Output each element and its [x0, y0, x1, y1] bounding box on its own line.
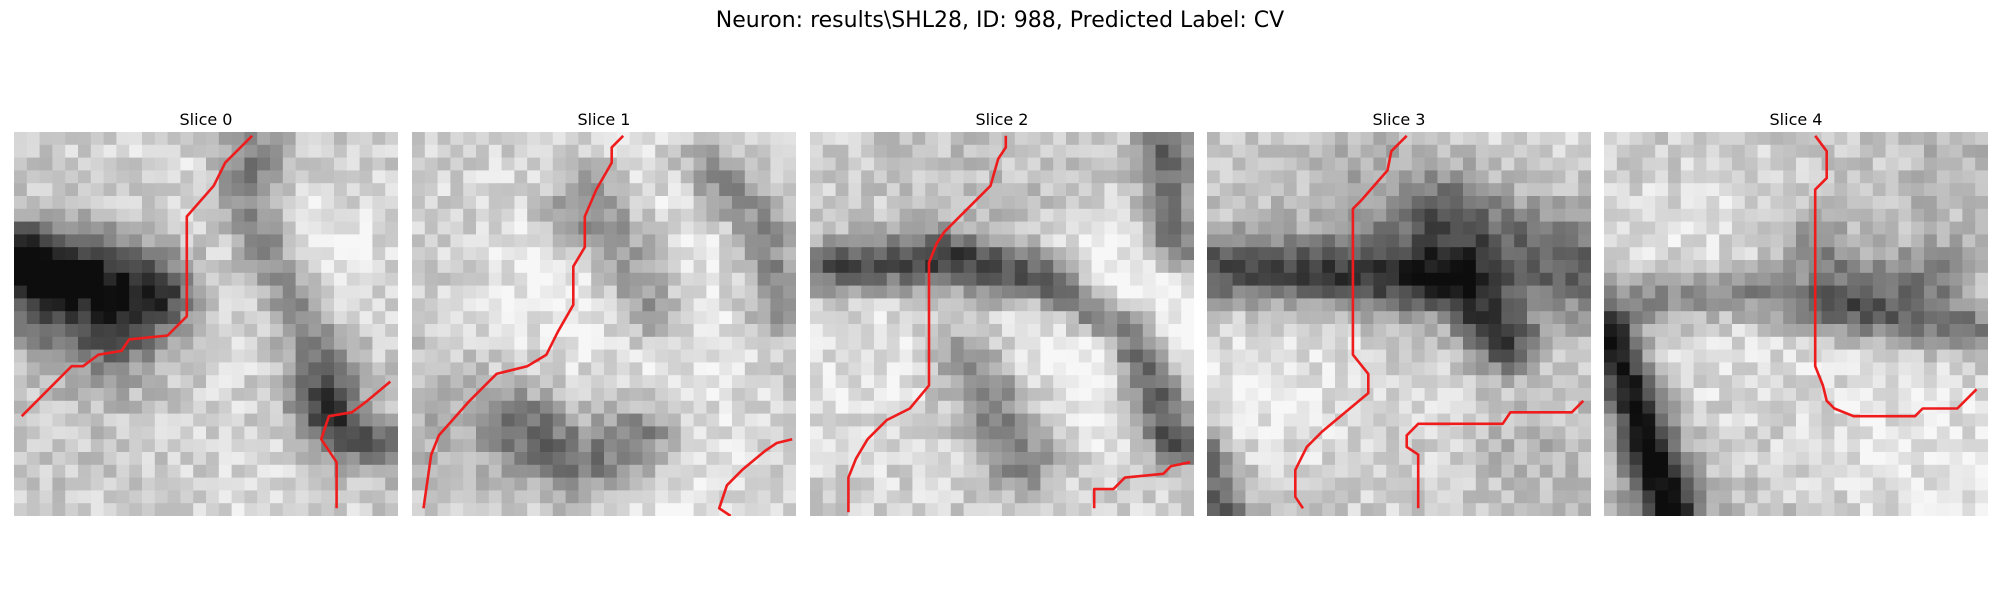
neuron-trace-0	[20, 134, 254, 418]
slice-panel-1: Slice 1	[412, 108, 796, 516]
neuron-trace-1	[1405, 399, 1585, 509]
slice-title-4: Slice 4	[1769, 110, 1823, 129]
slice-image-3	[1207, 132, 1591, 516]
slice-panel-2: Slice 2	[810, 108, 1194, 516]
figure-title: Neuron: results\SHL28, ID: 988, Predicte…	[715, 8, 1285, 33]
slice-title-2: Slice 2	[975, 110, 1029, 129]
pixel-grid	[1207, 132, 1591, 516]
neuron-trace-0	[1813, 135, 1978, 418]
pixel-grid	[412, 132, 796, 516]
pixel-grid	[1604, 132, 1988, 516]
slice-panel-4: Slice 4	[1604, 108, 1988, 516]
slice-panel-3: Slice 3	[1207, 108, 1591, 516]
neuron-trace-0	[847, 135, 1008, 513]
slice-image-1	[412, 132, 796, 516]
neuron-trace-1	[717, 437, 793, 516]
pixel-grid	[810, 132, 1194, 516]
slice-image-2	[810, 132, 1194, 516]
neuron-trace-1	[1092, 460, 1191, 509]
slice-title-0: Slice 0	[179, 110, 233, 129]
slice-title-1: Slice 1	[577, 110, 631, 129]
slice-image-4	[1604, 132, 1988, 516]
slice-image-0	[14, 132, 398, 516]
slice-panel-0: Slice 0	[14, 108, 398, 516]
neuron-trace-0	[1294, 134, 1408, 510]
slice-title-3: Slice 3	[1372, 110, 1426, 129]
neuron-trace-0	[422, 134, 625, 509]
pixel-grid	[14, 132, 398, 516]
neuron-trace-1	[319, 380, 392, 509]
